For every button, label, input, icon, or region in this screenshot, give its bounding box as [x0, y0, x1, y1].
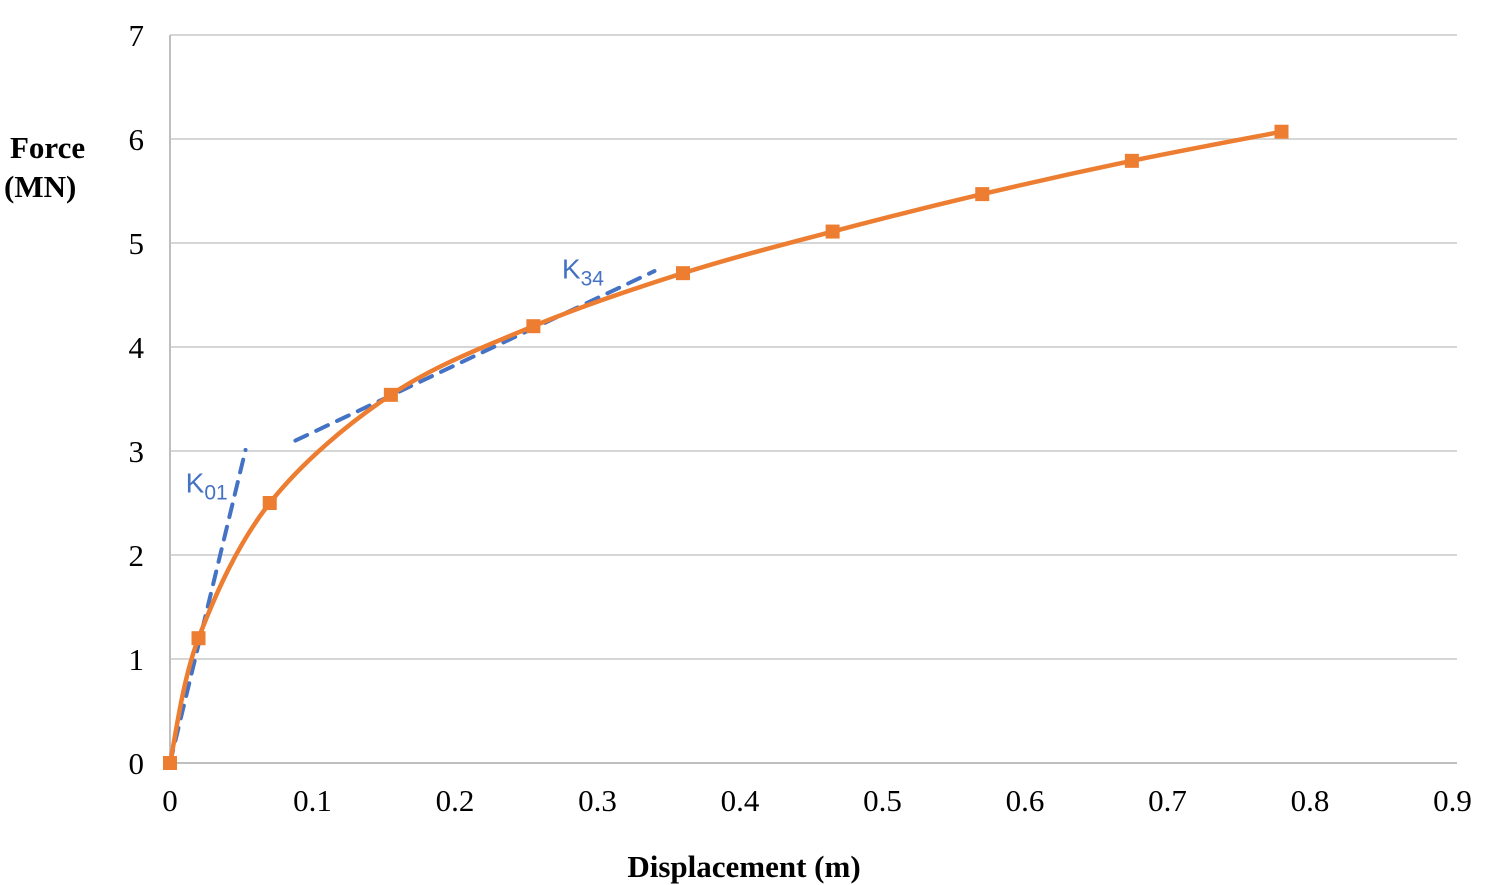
- x-tick-label-0.6: 0.6: [1006, 783, 1045, 818]
- y-axis-title-line1: Force: [10, 130, 85, 165]
- data-point-marker-8: [1124, 153, 1139, 168]
- x-tick-label-0.1: 0.1: [293, 783, 332, 818]
- data-point-marker-4: [526, 319, 541, 334]
- y-tick-label-4: 4: [129, 330, 145, 365]
- x-tick-label-0.5: 0.5: [863, 783, 902, 818]
- data-point-marker-2: [262, 496, 277, 510]
- data-point-marker-0: [163, 756, 177, 770]
- axes-group: [169, 35, 1457, 764]
- x-axis-title: Displacement (m): [627, 849, 860, 884]
- data-point-marker-1: [191, 631, 206, 646]
- tangent-line-k34: [293, 269, 657, 443]
- x-tick-label-0.7: 0.7: [1148, 783, 1187, 818]
- tangent-lines-group: K01 K34: [168, 253, 657, 765]
- data-point-marker-7: [975, 187, 990, 202]
- x-tick-label-0.9: 0.9: [1433, 783, 1472, 818]
- tangent-label-k34: K34: [562, 253, 604, 290]
- y-tick-label-5: 5: [129, 226, 145, 261]
- x-tick-label-0.2: 0.2: [436, 783, 475, 818]
- force-displacement-curve-line: [167, 129, 1284, 766]
- x-tick-label-0.4: 0.4: [721, 783, 760, 818]
- y-tick-label-2: 2: [129, 538, 145, 573]
- data-point-marker-5: [676, 266, 690, 281]
- data-point-marker-6: [825, 224, 840, 239]
- y-tick-label-7: 7: [129, 18, 145, 53]
- tick-labels-group: 0 1 2 3 4 5 6 7 0 0.1 0.2 0.3 0.4 0.5 0.6 0.7 0.8 0.9: [129, 18, 1472, 818]
- tangent-label-k01: K01: [186, 468, 228, 505]
- x-tick-label-0: 0: [162, 783, 178, 818]
- y-axis-title-line2: (MN): [4, 169, 76, 204]
- x-tick-label-0.3: 0.3: [578, 783, 617, 818]
- tangent-line-k01: [168, 447, 248, 765]
- series-group: [163, 124, 1289, 770]
- gridlines-group: [170, 34, 1457, 660]
- y-tick-label-6: 6: [129, 122, 145, 157]
- y-tick-label-3: 3: [129, 434, 145, 469]
- x-tick-label-0.8: 0.8: [1291, 783, 1330, 818]
- data-point-marker-3: [383, 387, 398, 402]
- data-point-marker-9: [1274, 124, 1289, 139]
- y-tick-label-0: 0: [129, 746, 145, 781]
- y-tick-label-1: 1: [129, 642, 145, 677]
